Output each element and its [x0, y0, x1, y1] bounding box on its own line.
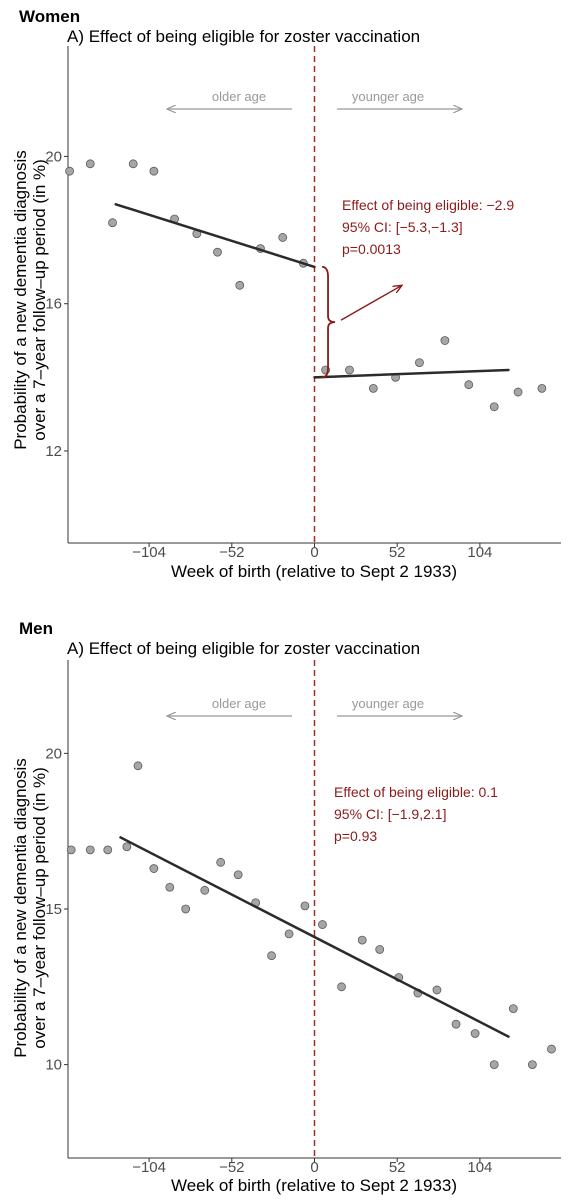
- data-point: [165, 882, 175, 892]
- data-point: [368, 383, 378, 393]
- data-point: [432, 985, 442, 995]
- data-point: [181, 904, 191, 914]
- data-point: [489, 402, 499, 412]
- fit-line: [114, 203, 316, 269]
- data-point: [451, 1019, 461, 1029]
- chart-title: A) Effect of being eligible for zoster v…: [67, 27, 420, 46]
- annotation-p-value: p=0.0013: [342, 241, 401, 257]
- x-tick-label: 52: [389, 1159, 406, 1176]
- data-point: [284, 929, 294, 939]
- x-tick-label: −104: [132, 1159, 166, 1176]
- data-point: [122, 842, 132, 852]
- annotation-effect: Effect of being eligible: 0.1: [334, 784, 498, 800]
- x-tick-label: −52: [219, 1159, 244, 1176]
- data-point: [345, 365, 354, 375]
- y-axis-title: Probability of a new dementia diagnosis …: [11, 758, 49, 1058]
- data-point: [66, 845, 76, 855]
- data-point: [128, 159, 138, 169]
- fit-line: [119, 836, 510, 1038]
- y-tick-label: 20: [45, 745, 62, 762]
- x-tick-label: 52: [389, 544, 406, 561]
- data-point: [470, 1029, 480, 1038]
- older-age-label: older age: [212, 89, 266, 104]
- chart-title: A) Effect of being eligible for zoster v…: [67, 639, 420, 658]
- data-point: [300, 901, 310, 911]
- y-axis-title-line-1: Probability of a new dementia diagnosis: [11, 150, 30, 450]
- effect-bracket: [321, 265, 336, 379]
- data-point: [318, 920, 327, 929]
- data-point: [537, 383, 547, 393]
- x-tick-label: 104: [467, 1159, 492, 1176]
- data-point: [133, 761, 143, 771]
- y-tick-label: 12: [45, 443, 62, 460]
- younger-age-label: younger age: [352, 696, 424, 711]
- x-tick-label: 0: [310, 1159, 318, 1176]
- x-tick-label: 0: [310, 544, 318, 561]
- data-point: [440, 336, 450, 345]
- y-tick-label: 10: [45, 1057, 62, 1074]
- chart-panel-men: 10 15 20 −104 −52 0 52 104 Men A) Effect of bei…: [11, 619, 561, 1195]
- data-point: [65, 166, 74, 176]
- data-point: [85, 159, 95, 169]
- annotation-effect: Effect of being eligible: −2.9: [342, 197, 514, 213]
- data-point: [103, 845, 113, 855]
- fit-line: [313, 368, 510, 379]
- x-tick-label: 104: [467, 544, 492, 561]
- annotation-ci: 95% CI: [−5.3,−1.3]: [342, 219, 463, 235]
- data-point: [149, 864, 159, 873]
- data-point: [489, 1060, 499, 1070]
- panel-label: Men: [19, 619, 53, 638]
- x-axis-title: Week of birth (relative to Sept 2 1933): [171, 1176, 457, 1195]
- data-point: [149, 166, 159, 176]
- data-point: [108, 218, 117, 228]
- plot-area: 12 16 20 −104 −52 0 52 104: [45, 46, 561, 561]
- younger-age-label: younger age: [352, 89, 424, 104]
- x-axis-title: Week of birth (relative to Sept 2 1933): [171, 562, 457, 581]
- y-axis-title: Probability of a new dementia diagnosis …: [11, 150, 49, 450]
- data-point: [216, 857, 226, 867]
- data-point: [235, 280, 245, 290]
- data-point: [547, 1044, 556, 1054]
- data-point: [464, 380, 474, 390]
- effect-annotation: Effect of being eligible: 0.1 95% CI: [−…: [334, 784, 498, 844]
- y-tick-label: 15: [45, 901, 62, 918]
- data-point: [415, 358, 424, 368]
- data-point: [337, 982, 346, 992]
- data-point: [233, 870, 243, 880]
- data-point: [85, 845, 95, 855]
- data-point: [357, 935, 367, 945]
- y-axis-title-line-2: over a 7–year follow–up period (in %): [30, 767, 49, 1049]
- panel-label: Women: [19, 7, 80, 26]
- annotation-ci: 95% CI: [−1.9,2.1]: [334, 806, 446, 822]
- plot-area: 10 15 20 −104 −52 0 52 104: [45, 660, 561, 1176]
- y-axis-title-line-2: over a 7–year follow–up period (in %): [30, 159, 49, 441]
- annotation-p-value: p=0.93: [334, 828, 377, 844]
- data-point: [508, 1004, 518, 1013]
- data-point: [527, 1060, 537, 1070]
- effect-arrow: [340, 285, 402, 321]
- y-tick-label: 20: [45, 148, 62, 165]
- x-tick-label: −104: [132, 544, 166, 561]
- older-age-label: older age: [212, 696, 266, 711]
- data-point: [200, 885, 210, 895]
- data-point: [375, 945, 385, 954]
- chart-panel-women: 12 16 20 −104 −52 0 52 104 Women A) Effect of b…: [11, 7, 561, 581]
- y-tick-label: 16: [45, 296, 62, 313]
- y-axis-title-line-1: Probability of a new dementia diagnosis: [11, 758, 30, 1058]
- data-point: [513, 387, 523, 397]
- effect-annotation: Effect of being eligible: −2.9 95% CI: […: [342, 197, 514, 257]
- x-tick-label: −52: [219, 544, 244, 561]
- data-point: [213, 247, 222, 257]
- data-point: [278, 233, 288, 242]
- data-point: [267, 951, 276, 961]
